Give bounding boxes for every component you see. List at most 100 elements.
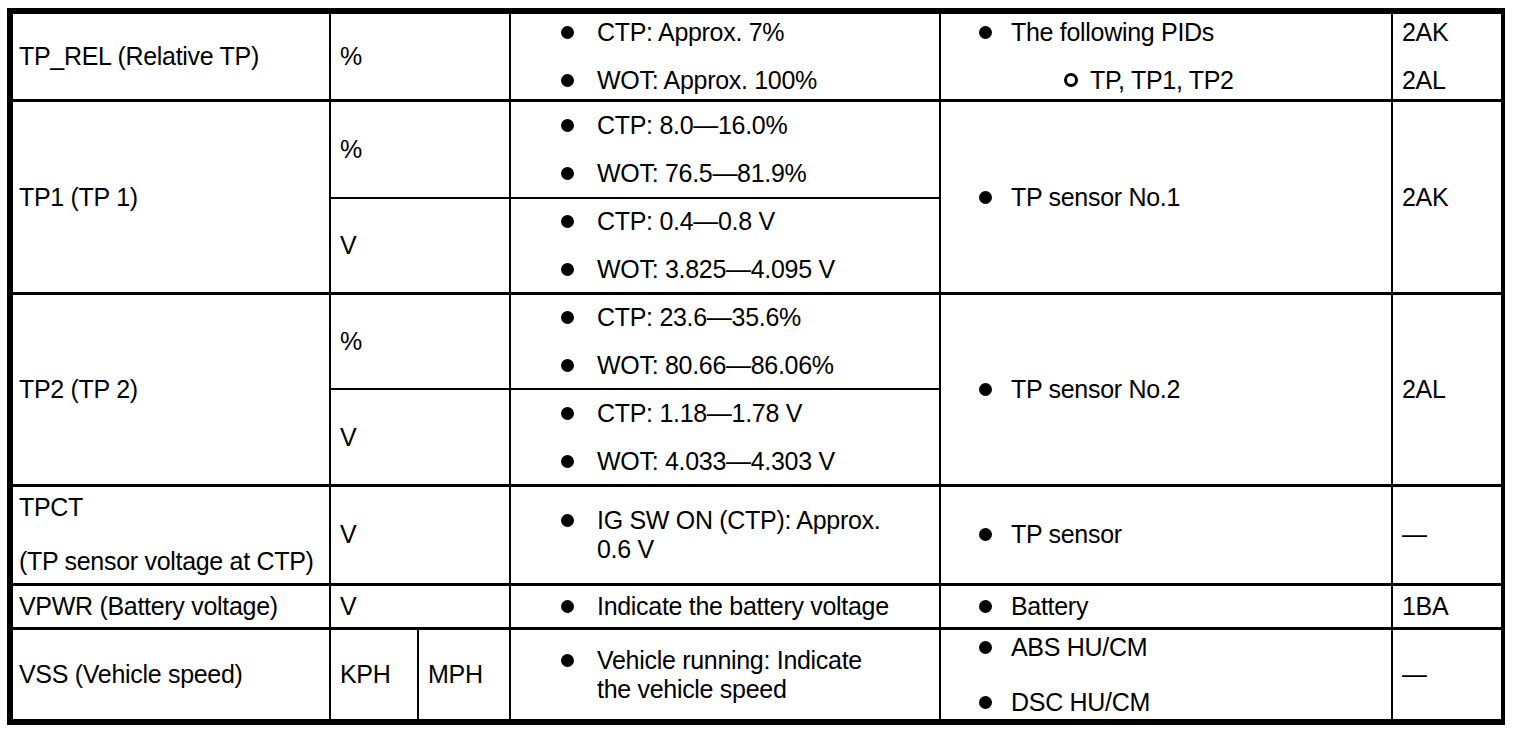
unit-label: % — [340, 327, 362, 355]
code-cell-tp2: 2AL — [1392, 294, 1502, 486]
unit-cell-tp-rel: % — [330, 13, 510, 100]
value-item: IG SW ON (CTP): Approx. 0.6 V — [511, 506, 939, 564]
pid-table-frame: TP_REL (Relative TP) % CTP: Approx. 7% W… — [7, 8, 1505, 725]
unit-label: % — [340, 135, 362, 163]
source-item: TP sensor No.1 — [941, 184, 1391, 211]
pid-cell-tpct: TPCT (TP sensor voltage at CTP) — [12, 486, 330, 584]
code-label: 2AK — [1402, 19, 1501, 46]
bullet-icon — [561, 600, 574, 613]
value-text: WOT: 3.825—4.095 V — [597, 256, 835, 283]
table-row-vss: VSS (Vehicle speed) KPH MPH Vehicle runn… — [12, 629, 1502, 720]
source-text: Battery — [1011, 593, 1088, 620]
pid-label: TP1 (TP 1) — [19, 183, 138, 211]
source-cell-vpwr: Battery — [940, 584, 1392, 629]
bullet-icon — [979, 26, 992, 39]
source-cell-tpct: TP sensor — [940, 486, 1392, 584]
value-text: WOT: 80.66—86.06% — [597, 352, 834, 379]
value-item: WOT: 80.66—86.06% — [511, 352, 939, 379]
bullet-icon — [979, 528, 992, 541]
pid-cell-tp1: TP1 (TP 1) — [12, 100, 330, 294]
value-text: CTP: Approx. 7% — [597, 19, 784, 46]
value-text-line2: the vehicle speed — [597, 675, 862, 704]
code-label: 2AL — [1402, 375, 1446, 403]
value-cell-vss: Vehicle running: Indicate the vehicle sp… — [510, 629, 940, 720]
source-sub-item: TP, TP1, TP2 — [941, 67, 1391, 94]
bullet-icon — [561, 26, 574, 39]
unit-label: % — [340, 42, 362, 70]
table-row-tp-rel: TP_REL (Relative TP) % CTP: Approx. 7% W… — [12, 13, 1502, 100]
value-cell-tp1-pct: CTP: 8.0—16.0% WOT: 76.5—81.9% — [510, 100, 940, 197]
bullet-icon — [561, 514, 574, 527]
value-text-line2: 0.6 V — [597, 535, 880, 564]
value-text: WOT: Approx. 100% — [597, 67, 817, 94]
value-cell-tpct: IG SW ON (CTP): Approx. 0.6 V — [510, 486, 940, 584]
bullet-icon — [561, 407, 574, 420]
code-cell-tp-rel: 2AK 2AL — [1392, 13, 1502, 100]
unit-cell-vpwr: V — [330, 584, 510, 629]
value-cell-tp1-v: CTP: 0.4—0.8 V WOT: 3.825—4.095 V — [510, 198, 940, 294]
bullet-icon — [561, 359, 574, 372]
pid-cell-vss: VSS (Vehicle speed) — [12, 629, 330, 720]
pid-label: TP_REL (Relative TP) — [19, 42, 259, 70]
pid-cell-tp-rel: TP_REL (Relative TP) — [12, 13, 330, 100]
bullet-icon — [561, 654, 574, 667]
unit-cell-vss-kph: KPH — [330, 629, 418, 720]
value-cell-vpwr: Indicate the battery voltage — [510, 584, 940, 629]
source-text: TP sensor No.1 — [1011, 184, 1180, 211]
source-text: TP sensor — [1011, 521, 1122, 548]
value-item: WOT: 4.033—4.303 V — [511, 448, 939, 475]
value-text: Vehicle running: Indicate — [597, 646, 862, 675]
value-text: CTP: 1.18—1.78 V — [597, 400, 802, 427]
value-cell-tp-rel: CTP: Approx. 7% WOT: Approx. 100% — [510, 13, 940, 100]
source-item: Battery — [941, 593, 1391, 620]
bullet-icon — [979, 696, 992, 709]
source-text: DSC HU/CM — [1011, 689, 1150, 716]
value-text: CTP: 0.4—0.8 V — [597, 208, 775, 235]
code-label: — — [1402, 660, 1427, 688]
table-row-tp1-pct: TP1 (TP 1) % CTP: 8.0—16.0% WOT: 76.5—81… — [12, 100, 1502, 197]
value-item: WOT: 3.825—4.095 V — [511, 256, 939, 283]
pid-label-line2: (TP sensor voltage at CTP) — [19, 548, 329, 575]
source-item: DSC HU/CM — [941, 689, 1391, 716]
unit-label: V — [340, 592, 356, 620]
source-cell-tp-rel: The following PIDs TP, TP1, TP2 — [940, 13, 1392, 100]
unit-cell-tpct: V — [330, 486, 510, 584]
bullet-icon — [561, 263, 574, 276]
bullet-icon — [561, 119, 574, 132]
unit-cell-vss-mph: MPH — [418, 629, 510, 720]
unit-cell-tp2-pct: % — [330, 294, 510, 389]
value-text: WOT: 4.033—4.303 V — [597, 448, 835, 475]
code-cell-tpct: — — [1392, 486, 1502, 584]
table-row-tpct: TPCT (TP sensor voltage at CTP) V IG SW … — [12, 486, 1502, 584]
value-item: CTP: 8.0—16.0% — [511, 112, 939, 139]
bullet-icon — [561, 74, 574, 87]
unit-label: KPH — [340, 660, 391, 688]
source-item: TP sensor No.2 — [941, 376, 1391, 403]
code-label: — — [1402, 520, 1427, 548]
pid-cell-vpwr: VPWR (Battery voltage) — [12, 584, 330, 629]
source-cell-vss: ABS HU/CM DSC HU/CM — [940, 629, 1392, 720]
unit-label: V — [340, 231, 356, 259]
value-cell-tp2-pct: CTP: 23.6—35.6% WOT: 80.66—86.06% — [510, 294, 940, 389]
table-row-tp2-pct: TP2 (TP 2) % CTP: 23.6—35.6% WOT: 80.66—… — [12, 294, 1502, 389]
value-item: Vehicle running: Indicate the vehicle sp… — [511, 646, 939, 704]
value-text: IG SW ON (CTP): Approx. — [597, 506, 880, 535]
value-text: WOT: 76.5—81.9% — [597, 160, 806, 187]
source-sub-text: TP, TP1, TP2 — [1090, 67, 1234, 94]
source-text: TP sensor No.2 — [1011, 376, 1180, 403]
value-text: CTP: 8.0—16.0% — [597, 112, 787, 139]
pid-label: TP2 (TP 2) — [19, 375, 138, 403]
pid-label: VPWR (Battery voltage) — [19, 592, 278, 620]
unit-label: V — [340, 423, 356, 451]
source-item: The following PIDs — [941, 19, 1391, 46]
bullet-icon — [979, 191, 992, 204]
source-text: ABS HU/CM — [1011, 634, 1147, 661]
code-label: 1BA — [1402, 592, 1448, 620]
value-item: CTP: 23.6—35.6% — [511, 304, 939, 331]
pid-cell-tp2: TP2 (TP 2) — [12, 294, 330, 486]
unit-cell-tp1-pct: % — [330, 100, 510, 197]
source-cell-tp2: TP sensor No.2 — [940, 294, 1392, 486]
code-label: 2AL — [1402, 67, 1501, 94]
bullet-icon — [561, 311, 574, 324]
pid-label: VSS (Vehicle speed) — [19, 660, 243, 688]
